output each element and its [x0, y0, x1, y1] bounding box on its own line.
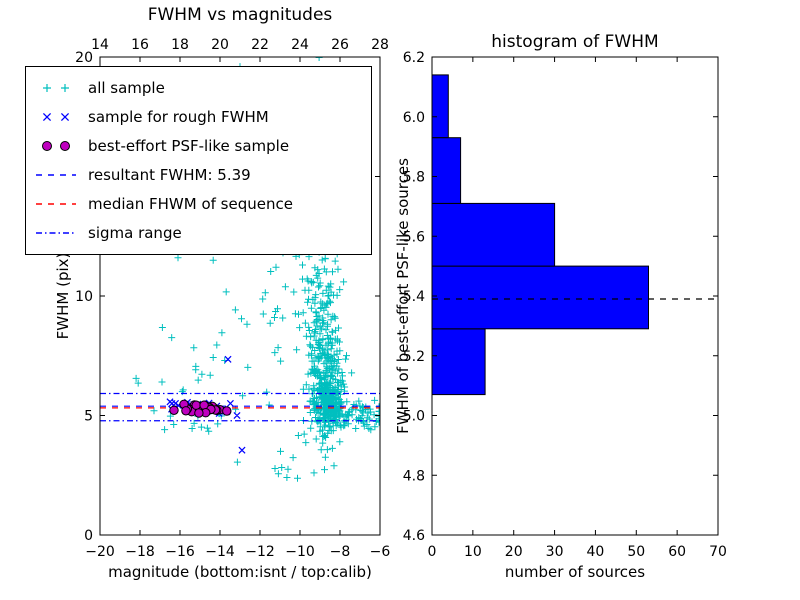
legend-marker-sample-icon	[42, 112, 70, 121]
histogram-bar	[431, 265, 649, 330]
x-tick-label: −18	[125, 544, 155, 560]
right-plot: 0 10 20 30 40 50 60 70 4.6 4.8 5.0 5.2 5.4 5.6 5.8 6.0 6…	[403, 50, 727, 560]
legend-box: all sample sample for rough FWHM best-effo…	[25, 66, 372, 255]
y-tick-label: 10	[75, 289, 93, 305]
y-tick-label: 6.2	[403, 50, 425, 66]
x-tick-label: 40	[587, 544, 605, 560]
x-tick-label: 50	[627, 544, 645, 560]
x-tick-label: 0	[428, 544, 437, 560]
y-tick-label: 4.6	[403, 528, 425, 544]
legend-item-sigma-range: sigma range	[34, 224, 363, 242]
y-tick-label: 5.0	[403, 409, 425, 425]
right-plot-ylabel: FWHM of best-effort PSF-like sources	[394, 158, 412, 434]
legend-label: best-effort PSF-like sample	[88, 136, 290, 155]
y-tick-label: 20	[75, 50, 93, 66]
x-marker-icon	[42, 112, 52, 121]
x-marker-icon	[60, 112, 70, 121]
x-tick-top-label: 16	[131, 37, 149, 53]
right-plot-xlabel: number of sources	[504, 563, 646, 581]
x-tick-label: −12	[245, 544, 275, 560]
y-tick-label: 4.8	[403, 468, 425, 484]
legend-label: resultant FWHM: 5.39	[88, 166, 251, 185]
x-tick-top-label: 20	[211, 37, 229, 53]
left-plot-content	[100, 57, 380, 482]
psf-sample-point	[191, 400, 201, 410]
psf-sample-point	[169, 405, 179, 415]
left-plot: −20 −18 −16 −14 −12 −10 −8 −6 14 16 18 20 22 24 26 28 0 5…	[75, 37, 390, 560]
psf-sample-point	[222, 406, 232, 416]
psf-sample-points	[169, 399, 232, 418]
plus-marker-icon	[61, 83, 69, 92]
psf-sample-point	[181, 406, 191, 416]
left-plot-tick-labels: −20 −18 −16 −14 −12 −10 −8 −6 14 16 18 20 22 24 26 28 0 5…	[75, 37, 390, 560]
right-plot-ticks	[431, 56, 719, 536]
legend-line-sample-icon	[36, 174, 76, 176]
x-tick-label: −8	[330, 544, 351, 560]
legend-line-sample-icon	[36, 203, 76, 205]
histogram-bars	[431, 74, 649, 396]
legend-line-sample-icon	[36, 232, 76, 235]
legend-label: sigma range	[88, 224, 182, 243]
legend-marker-sample-icon	[43, 83, 69, 92]
left-plot-title: FWHM vs magnitudes	[147, 5, 333, 25]
plus-marker-icon	[43, 83, 51, 92]
x-tick-label: −16	[165, 544, 195, 560]
legend-label: median FHWM of sequence	[88, 195, 293, 214]
x-tick-label: −20	[85, 544, 115, 560]
x-tick-label: −6	[370, 544, 391, 560]
legend-label: all sample	[88, 78, 165, 97]
histogram-bar	[431, 328, 486, 396]
y-tick-label: 5.4	[403, 289, 425, 305]
legend-item-best-effort-psf-like-sample: best-effort PSF-like sample	[34, 137, 363, 155]
legend-item-median-fhwm-of-sequence: median FHWM of sequence	[34, 195, 363, 213]
circle-marker-icon	[60, 140, 70, 151]
y-tick-label: 6.0	[403, 110, 425, 126]
psf-sample-point	[194, 408, 204, 418]
right-plot-title: histogram of FWHM	[491, 32, 659, 52]
histogram-bar	[431, 202, 556, 267]
x-tick-label: 30	[546, 544, 564, 560]
y-tick-label: 5.2	[403, 349, 425, 365]
x-tick-label: −14	[205, 544, 235, 560]
y-tick-label: 5	[84, 409, 93, 425]
y-tick-label: 0	[84, 528, 93, 544]
legend-marker-sample-icon	[42, 140, 70, 151]
legend-item-resultant-fwhm-5-39: resultant FWHM: 5.39	[34, 166, 363, 184]
right-plot-tick-labels: 0 10 20 30 40 50 60 70 4.6 4.8 5.0 5.2 5.4 5.6 5.8 6.0 6…	[403, 50, 727, 560]
legend-item-sample-for-rough-fwhm: sample for rough FWHM	[34, 108, 363, 126]
left-plot-ticks	[99, 56, 381, 536]
circle-marker-icon	[42, 140, 52, 151]
x-tick-label: 60	[668, 544, 686, 560]
x-tick-label: 70	[709, 544, 727, 560]
legend-label: sample for rough FWHM	[88, 107, 269, 126]
x-tick-label: 10	[464, 544, 482, 560]
y-tick-label: 5.8	[403, 170, 425, 186]
histogram-bar	[431, 137, 462, 204]
x-tick-label: 20	[505, 544, 523, 560]
legend-item-all-sample: all sample	[34, 79, 363, 97]
x-tick-top-label: 24	[291, 37, 309, 53]
x-tick-top-label: 22	[251, 37, 269, 53]
x-tick-label: −10	[285, 544, 315, 560]
x-tick-top-label: 28	[371, 37, 389, 53]
left-plot-xlabel: magnitude (bottom:isnt / top:calib)	[108, 563, 372, 581]
x-tick-top-label: 14	[91, 37, 109, 53]
histogram-bar	[431, 74, 449, 139]
x-tick-top-label: 26	[331, 37, 349, 53]
y-tick-label: 5.6	[403, 229, 425, 245]
x-tick-top-label: 18	[171, 37, 189, 53]
